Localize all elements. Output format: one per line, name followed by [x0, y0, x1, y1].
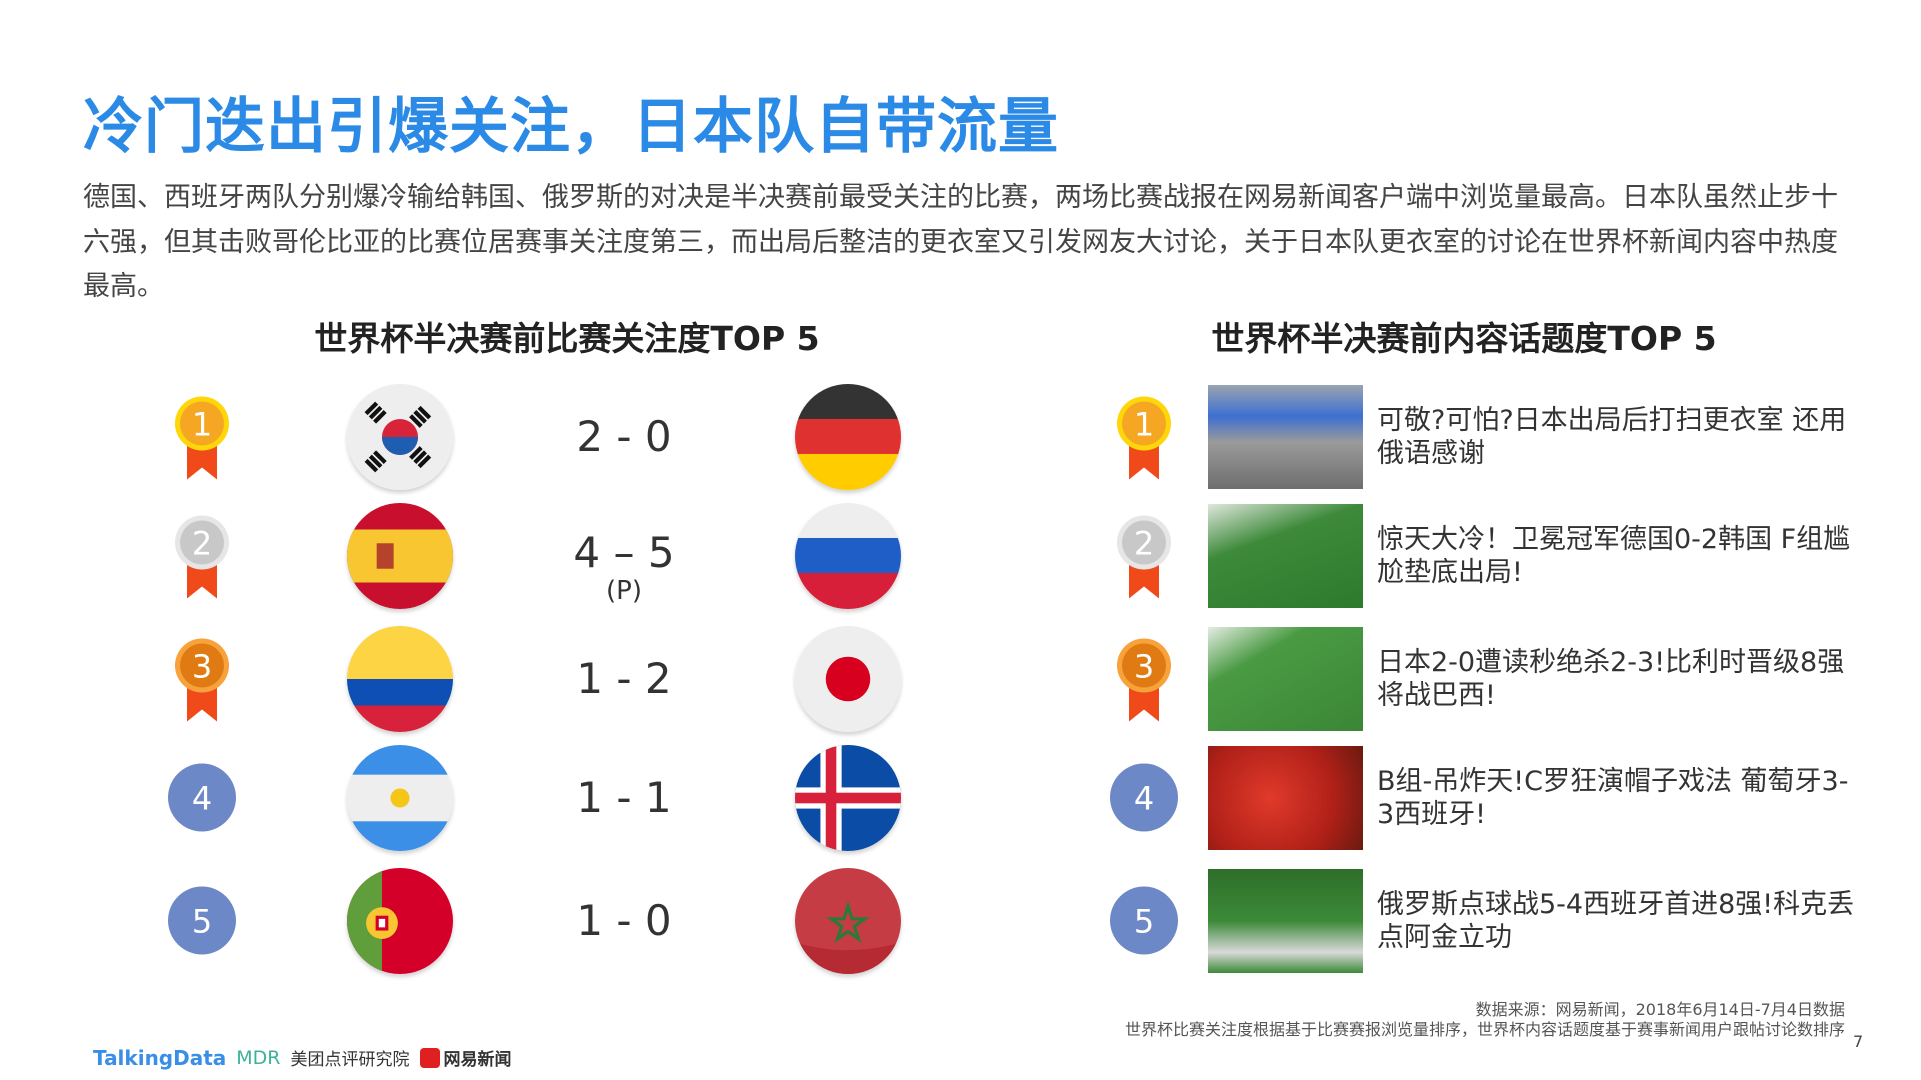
- match-score: 1 - 1: [576, 773, 672, 822]
- match-score: 2 - 0: [576, 412, 672, 461]
- colombia-flag: [347, 626, 453, 732]
- meituan-logo: 美团点评研究院: [290, 1050, 410, 1070]
- rank-number: 3: [192, 648, 212, 686]
- rank-number: 5: [192, 903, 212, 941]
- rank-number: 5: [1134, 903, 1154, 941]
- news-headline: 惊天大冷！卫冕冠军德国0-2韩国 F组尴尬垫底出局!: [1377, 524, 1851, 588]
- russia-flag: [795, 503, 901, 609]
- rank-medal-icon: 2: [1109, 509, 1179, 604]
- japan-flag: [795, 626, 901, 732]
- morocco-flag: [795, 868, 901, 974]
- rank-medal-icon: 1: [167, 390, 237, 485]
- spain-flag: [347, 503, 453, 609]
- rank-number: 1: [192, 406, 212, 444]
- talkingdata-logo: TalkingData: [93, 1045, 227, 1070]
- news-thumbnail: [1208, 869, 1363, 973]
- rank-number: 1: [1134, 406, 1154, 444]
- data-source: 数据来源：网易新闻，2018年6月14日-7月4日数据: [1475, 1000, 1845, 1019]
- rank-medal-icon: 4: [167, 751, 237, 846]
- rank-number: 4: [1134, 780, 1154, 818]
- rank-medal-icon: 2: [167, 509, 237, 604]
- news-thumbnail: [1208, 504, 1363, 608]
- iceland-flag: [795, 745, 901, 851]
- news-thumbnail: [1208, 627, 1363, 731]
- rank-number: 2: [192, 525, 212, 563]
- argentina-flag: [347, 745, 453, 851]
- left-section-heading: 世界杯半决赛前比赛关注度TOP 5: [314, 319, 820, 358]
- page-number: 7: [1853, 1032, 1864, 1051]
- penalty-note: (P): [606, 576, 642, 606]
- news-headline: 可敬?可怕?日本出局后打扫更衣室 还用俄语感谢: [1377, 405, 1847, 469]
- rank-medal-icon: 5: [1109, 874, 1179, 969]
- news-headline: 日本2-0遭读秒绝杀2-3!比利时晋级8强将战巴西!: [1377, 647, 1845, 711]
- news-thumbnail: [1208, 746, 1363, 850]
- rank-medal-icon: 4: [1109, 751, 1179, 846]
- partner-logos: TalkingData MDR 美团点评研究院 网易新闻: [93, 1045, 512, 1071]
- page-title: 冷门迭出引爆关注，日本队自带流量: [83, 92, 1059, 162]
- rank-medal-icon: 5: [167, 874, 237, 969]
- netease-logo: 网易新闻: [443, 1050, 512, 1070]
- rank-number: 2: [1134, 525, 1154, 563]
- match-score: 1 - 2: [576, 654, 672, 703]
- news-headline: B组-吊炸天!C罗狂演帽子戏法 葡萄牙3-3西班牙!: [1377, 766, 1849, 830]
- germany-flag: [795, 384, 901, 490]
- intro-paragraph: 德国、西班牙两队分别爆冷输给韩国、俄罗斯的对决是半决赛前最受关注的比赛，两场比赛…: [83, 182, 1838, 302]
- right-section-heading: 世界杯半决赛前内容话题度TOP 5: [1211, 319, 1717, 358]
- netease-icon: [419, 1047, 440, 1068]
- rank-medal-icon: 1: [1109, 390, 1179, 485]
- rank-number: 3: [1134, 648, 1154, 686]
- portugal-flag: [347, 868, 453, 974]
- mdr-logo: MDR: [236, 1046, 281, 1069]
- news-headline: 俄罗斯点球战5-4西班牙首进8强!科克丢点阿金立功: [1377, 889, 1855, 953]
- match-score: 4 – 5 (P): [573, 528, 675, 607]
- rank-number: 4: [192, 780, 212, 818]
- rank-medal-icon: 3: [1109, 632, 1179, 727]
- match-score: 1 - 0: [576, 896, 672, 945]
- ranking-note: 世界杯比赛关注度根据基于比赛赛报浏览量排序，世界杯内容话题度基于赛事新闻用户跟帖…: [1124, 1020, 1845, 1039]
- rank-medal-icon: 3: [167, 632, 237, 727]
- news-thumbnail: [1208, 385, 1363, 489]
- korea-flag: [347, 384, 453, 490]
